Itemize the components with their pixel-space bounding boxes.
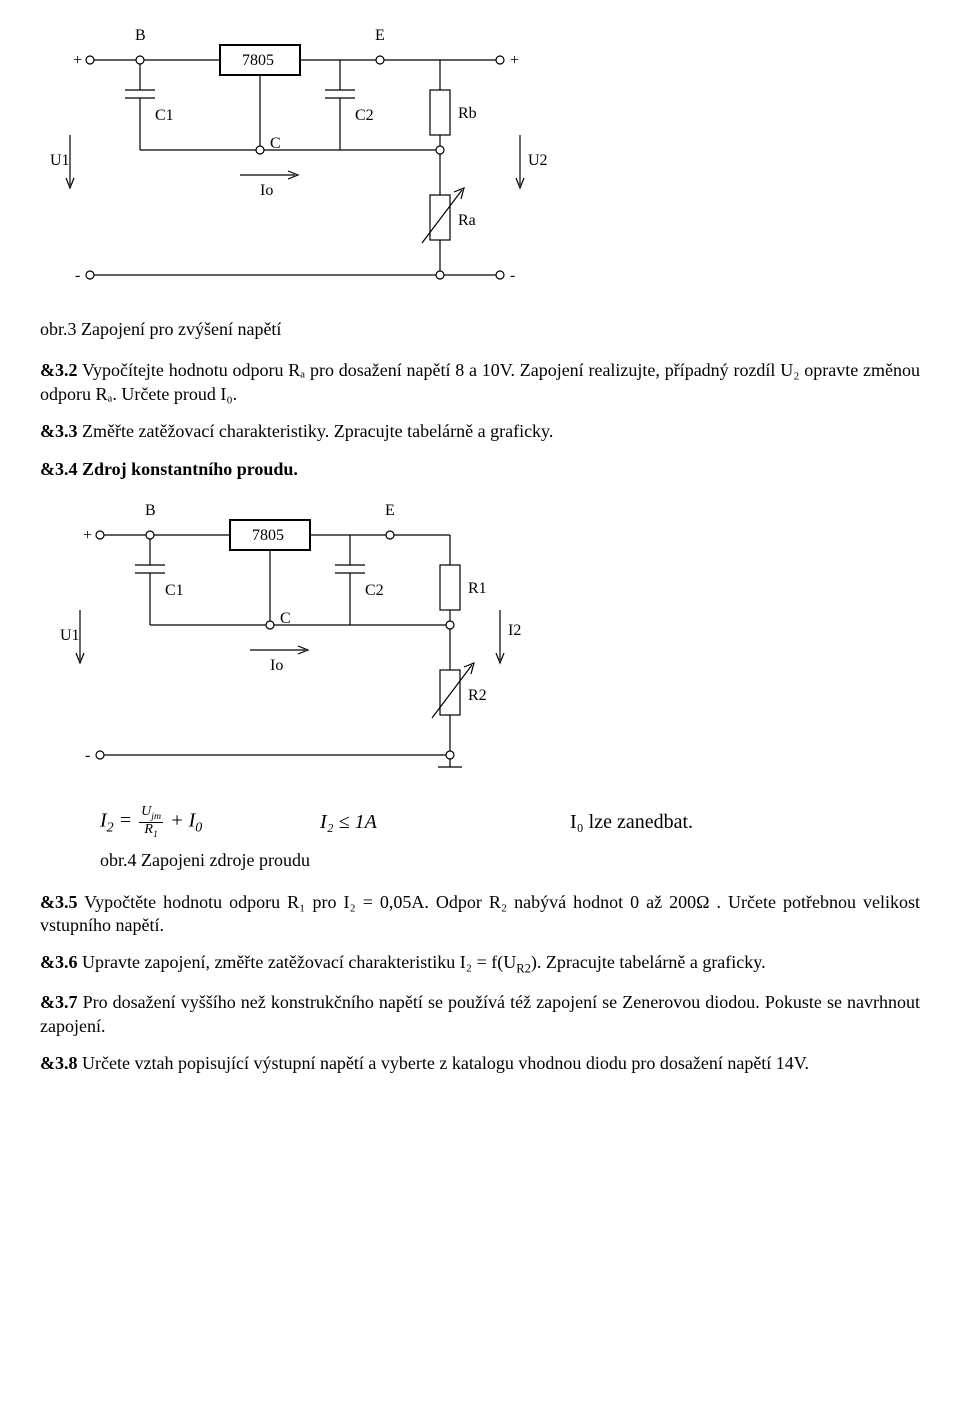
label-minus-left: -: [75, 267, 80, 284]
label-b: B: [135, 27, 146, 44]
task-3-8-text: Určete vztah popisující výstupní napětí …: [78, 1053, 810, 1073]
paragraph-3-8: &3.8 Určete vztah popisující výstupní na…: [40, 1052, 920, 1075]
label2-reg: 7805: [252, 527, 284, 544]
label2-c: C: [280, 610, 291, 627]
label-ra: Ra: [458, 212, 476, 229]
task-3-3-text: Změřte zatěžovací charakteristiky. Zprac…: [78, 421, 554, 441]
label-u1: U1: [50, 152, 70, 169]
label-minus-right: -: [510, 267, 515, 284]
task-3-6-text: Upravte zapojení, změřte zatěžovací char…: [78, 952, 517, 972]
label2-io: Io: [270, 657, 283, 674]
paragraph-3-3: &3.3 Změřte zatěžovací charakteristiky. …: [40, 420, 920, 443]
formula-left: I2 = UjmR1 + I0: [100, 805, 320, 839]
task-3-7-text: Pro dosažení vyššího než konstrukčního n…: [40, 992, 920, 1035]
task-3-3-label: &3.3: [40, 421, 78, 441]
label2-plus: +: [83, 527, 92, 544]
formula-right: I₀ lze zanedbat.: [570, 809, 693, 835]
paragraph-3-6: &3.6 Upravte zapojení, změřte zatěžovací…: [40, 951, 920, 977]
task-3-7-label: &3.7: [40, 992, 78, 1012]
label2-u1: U1: [60, 627, 80, 644]
label2-e: E: [385, 502, 395, 519]
task-3-6-text2: ). Zpracujte tabelárně a graficky.: [531, 952, 766, 972]
task-3-2-text: Vypočítejte hodnotu odporu Rₐ pro dosaže…: [40, 360, 920, 403]
label2-c1: C1: [165, 582, 184, 599]
label-reg: 7805: [242, 52, 274, 69]
heading-3-4: &3.4 Zdroj konstantního proudu.: [40, 458, 920, 481]
figure3-caption: obr.3 Zapojení pro zvýšení napětí: [40, 318, 920, 341]
label2-r2: R2: [468, 687, 487, 704]
label-u2: U2: [528, 152, 548, 169]
label2-minus: -: [85, 747, 90, 764]
label-plus-left: +: [73, 52, 82, 69]
task-3-5-label: &3.5: [40, 892, 78, 912]
task-3-8-label: &3.8: [40, 1053, 78, 1073]
label2-b: B: [145, 502, 156, 519]
task-3-6-sub: R2: [516, 962, 531, 976]
formula-middle: I₂ ≤ 1A: [320, 809, 570, 835]
label-c1: C1: [155, 107, 174, 124]
label-c2: C2: [355, 107, 374, 124]
label2-c2: C2: [365, 582, 384, 599]
circuit-diagram-1: + + - - B E 7805 C1 C2 C Rb Ra U1 U2 Io: [40, 20, 560, 310]
label2-i2: I2: [508, 622, 521, 639]
label-c: C: [270, 135, 281, 152]
task-3-5-text: Vypočtěte hodnotu odporu R₁ pro I₂ = 0,0…: [40, 892, 920, 935]
figure4-caption: obr.4 Zapojeni zdroje proudu: [100, 849, 920, 872]
formula-row: I2 = UjmR1 + I0 I₂ ≤ 1A I₀ lze zanedbat.: [100, 805, 920, 839]
label2-r1: R1: [468, 580, 487, 597]
label-plus-right: +: [510, 52, 519, 69]
circuit-diagram-2: + - B E 7805 C1 C2 C R1 R2 U1 I2 Io: [40, 495, 560, 795]
task-3-6-label: &3.6: [40, 952, 78, 972]
paragraph-3-7: &3.7 Pro dosažení vyššího než konstrukčn…: [40, 991, 920, 1038]
paragraph-3-5: &3.5 Vypočtěte hodnotu odporu R₁ pro I₂ …: [40, 891, 920, 938]
task-3-2-label: &3.2: [40, 360, 78, 380]
label-rb: Rb: [458, 105, 477, 122]
label-e: E: [375, 27, 385, 44]
label-io: Io: [260, 182, 273, 199]
paragraph-3-2: &3.2 Vypočítejte hodnotu odporu Rₐ pro d…: [40, 359, 920, 406]
